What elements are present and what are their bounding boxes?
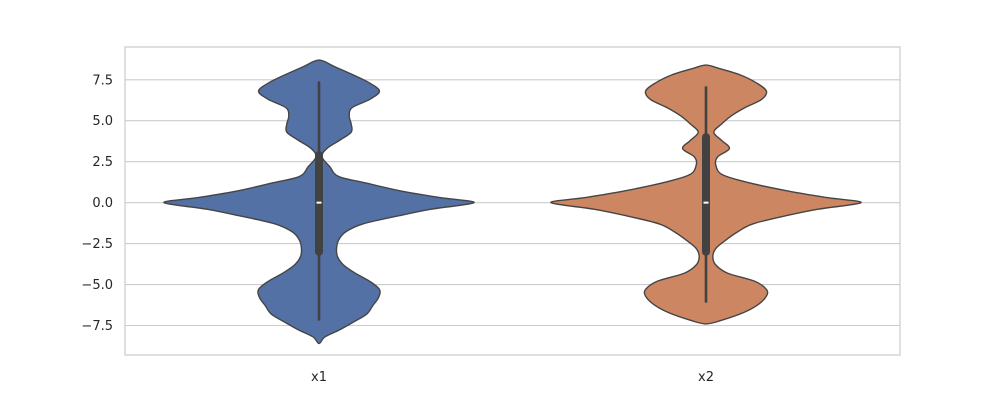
x-tick-label: x1 [311, 370, 327, 385]
y-tick-label: 0.0 [92, 196, 113, 211]
plot-frame [124, 46, 901, 356]
violins [163, 59, 862, 345]
x-axis-ticks: x1 x2 [311, 370, 714, 385]
box-plots [315, 81, 710, 321]
y-tick-label: 2.5 [92, 155, 113, 170]
x-tick-label: x2 [698, 370, 714, 385]
y-tick-label: −2.5 [81, 237, 113, 252]
y-tick-label: −7.5 [81, 319, 113, 334]
y-tick-label: 7.5 [92, 73, 113, 88]
y-axis-ticks: 7.5 5.0 2.5 0.0 −2.5 −5.0 −7.5 [81, 73, 113, 334]
y-tick-label: −5.0 [81, 278, 113, 293]
y-tick-label: 5.0 [92, 114, 113, 129]
